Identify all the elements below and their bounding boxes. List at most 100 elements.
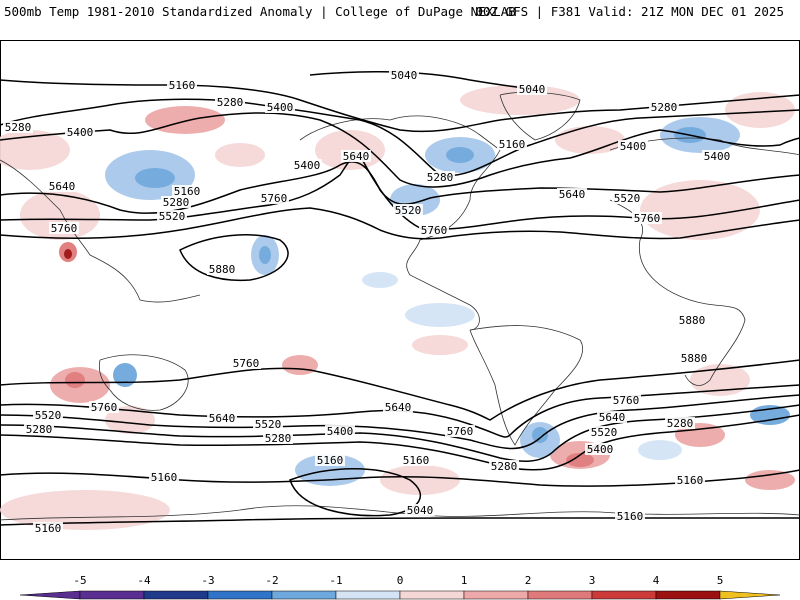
anom-pos <box>64 249 72 259</box>
contour-5160-south <box>0 469 800 487</box>
contour-label-s-indian-5520: 5520 <box>35 409 62 422</box>
anom-pos <box>0 130 70 170</box>
contour-label-kamchatka-5520: 5520 <box>159 210 186 223</box>
contour-label-w-asia-5400: 5400 <box>67 126 94 139</box>
contour-label-pacific-5400: 5400 <box>267 101 294 114</box>
contour-label-bg <box>702 150 732 162</box>
contour-5760-north <box>0 207 800 240</box>
contour-5400-south <box>0 404 800 462</box>
contour-5760-south <box>0 359 800 421</box>
contour-5280-north <box>0 98 800 177</box>
anom-neg <box>446 147 474 163</box>
contour-label-bg <box>49 222 79 234</box>
contour-label-bg <box>405 504 435 516</box>
contour-label-bg <box>172 185 202 197</box>
colorbar-swatch <box>271 590 337 600</box>
contour-label-bg <box>24 423 54 435</box>
contour-5160-north <box>0 79 800 133</box>
contour-label-antarctic-w-5160: 5160 <box>35 522 62 535</box>
contour-label-s-pacific-5520: 5520 <box>255 418 282 431</box>
anom-pos <box>745 470 795 490</box>
colorbar-tick-label: 1 <box>461 574 468 587</box>
contour-label-bg <box>33 522 63 534</box>
contour-label-bg <box>341 150 371 162</box>
contour-label-s-atlantic-5640: 5640 <box>599 411 626 424</box>
contour-label-greenland-5040: 5040 <box>519 83 546 96</box>
contour-label-kamchatka-5280: 5280 <box>163 196 190 209</box>
colorbar-min-arrow <box>19 590 81 600</box>
contour-label-bg <box>207 412 237 424</box>
contour-label-bg <box>612 192 642 204</box>
anom-neg <box>135 168 175 188</box>
contour-label-asia-5640: 5640 <box>49 180 76 193</box>
colorbar-tick-label: -2 <box>265 574 278 587</box>
contour-label-bg <box>253 418 283 430</box>
contour-label-bg <box>597 411 627 423</box>
colorbar-max-arrow <box>719 590 781 600</box>
contour-label-bg <box>615 510 645 522</box>
contour-5160-antarctic <box>0 517 800 526</box>
contour-label-bg <box>161 196 191 208</box>
colorbar-swatch <box>399 590 465 600</box>
contour-label-s-atlantic-5400: 5400 <box>587 443 614 456</box>
anom-pos <box>282 355 318 375</box>
contour-label-s-pacific-5280: 5280 <box>265 432 292 445</box>
colorbar-tick-label: -4 <box>137 574 151 587</box>
contour-label-s-indian-5280: 5280 <box>26 423 53 436</box>
contour-label-europe-5520: 5520 <box>614 192 641 205</box>
contour-label-bg <box>383 401 413 413</box>
contour-label-atlantic-5400: 5400 <box>620 140 647 153</box>
contour-label-russia-5400: 5400 <box>704 150 731 163</box>
anom-neg <box>532 427 548 443</box>
contour-label-bg <box>157 210 187 222</box>
north-america-coast <box>299 115 501 331</box>
anom-pos <box>215 143 265 167</box>
anom-pos <box>555 126 625 154</box>
anomaly-shading <box>0 85 795 530</box>
contour-label-pacific-5280: 5280 <box>217 96 244 109</box>
colorbar-tick-label: 5 <box>717 574 724 587</box>
contour-label-e-pacific-5640: 5640 <box>385 401 412 414</box>
colorbar-swatch <box>207 590 273 600</box>
contour-label-bg <box>677 314 707 326</box>
contour-label-s-atlantic-5520: 5520 <box>591 426 618 439</box>
contour-label-bg <box>401 454 431 466</box>
contour-label-bg <box>167 79 197 91</box>
anom-neg <box>638 440 682 460</box>
contour-5520-south <box>0 394 800 450</box>
contour-label-us-5520: 5520 <box>395 204 422 217</box>
colorbar-swatch <box>527 590 593 600</box>
contour-label-chile-5760: 5760 <box>447 425 474 438</box>
colorbar-tick-label: 3 <box>589 574 596 587</box>
contour-label-pacific-5880: 5880 <box>209 263 236 276</box>
anom-neg <box>405 303 475 327</box>
anom-pos <box>566 453 594 467</box>
contour-label-bg <box>665 417 695 429</box>
contour-label-bg <box>47 180 77 192</box>
contour-label-kamchatka-5160: 5160 <box>174 185 201 198</box>
contour-label-bg <box>489 460 519 472</box>
contour-label-bg <box>207 263 237 275</box>
contour-label-bg <box>292 159 322 171</box>
colorbar-tick-label: 4 <box>653 574 660 587</box>
anom-pos <box>725 92 795 128</box>
contour-label-bg <box>517 83 547 95</box>
colorbar-swatch <box>335 590 401 600</box>
contour-label-bg <box>215 96 245 108</box>
contour-label-africa-5760: 5760 <box>634 212 661 225</box>
colorbar-swatch <box>143 590 209 600</box>
anom-pos <box>0 490 170 530</box>
model-run-info: 00Z GFS | F381 Valid: 21Z MON DEC 01 202… <box>475 4 784 19</box>
contour-label-bg <box>557 188 587 200</box>
south-america-coast <box>469 325 584 446</box>
anom-pos <box>380 465 460 495</box>
contour-label-bg <box>259 192 289 204</box>
contour-label-australia-5760: 5760 <box>91 401 118 414</box>
contour-label-bg <box>263 432 293 444</box>
anom-pos <box>690 364 750 396</box>
colorbar-swatch <box>655 590 721 600</box>
asia-coast <box>0 159 201 303</box>
contour-label-antarctic-5040: 5040 <box>407 504 434 517</box>
colorbar-swatches <box>19 590 781 600</box>
contour-label-madagascar-5880: 5880 <box>681 352 708 365</box>
